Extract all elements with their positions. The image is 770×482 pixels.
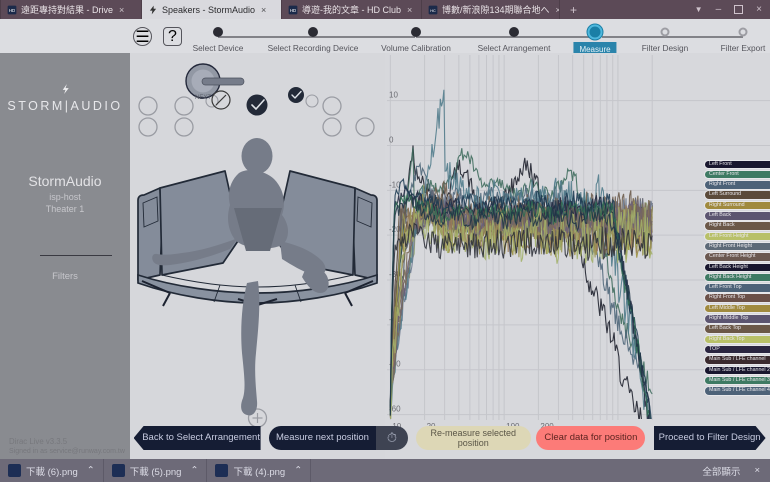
svg-text:HD: HD: [290, 7, 296, 12]
svg-text:HC: HC: [430, 8, 436, 12]
svg-text:HD: HD: [9, 7, 15, 12]
svg-text:0: 0: [389, 135, 394, 144]
svg-text:10: 10: [389, 91, 398, 100]
svg-text:NEXT: NEXT: [195, 95, 211, 101]
